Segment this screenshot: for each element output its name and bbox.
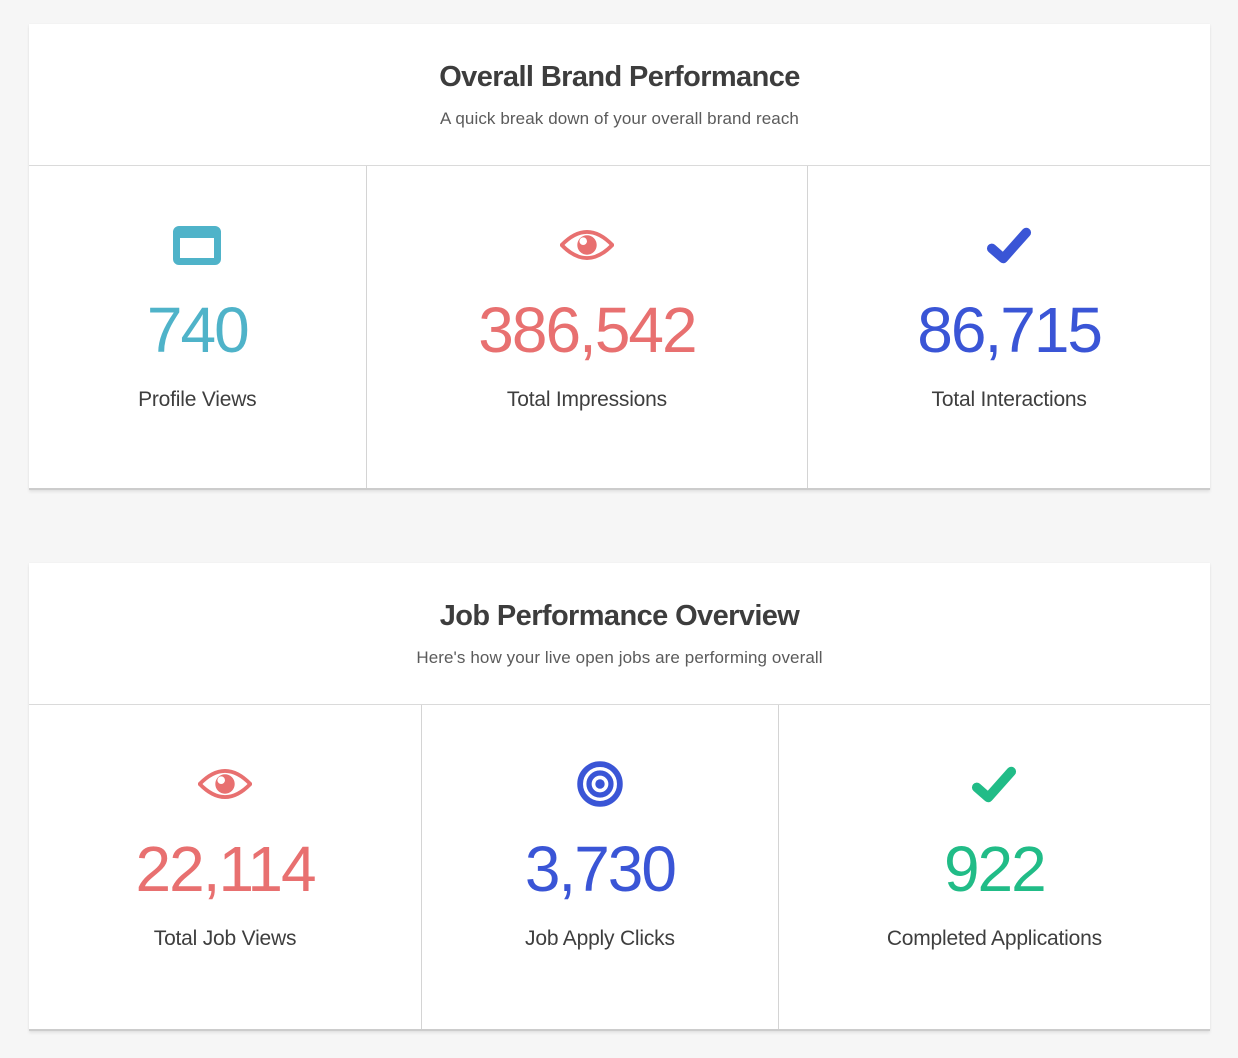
card-subtitle: A quick break down of your overall brand… [440,108,799,128]
card-title: Overall Brand Performance [439,60,800,93]
stats-row: 740 Profile Views 386,542 Total Impressi… [29,166,1210,488]
stat-profile-views: 740 Profile Views [29,166,366,488]
stat-value: 740 [146,294,250,366]
stat-job-apply-clicks: 3,730 Job Apply Clicks [421,705,778,1029]
overall-brand-performance-card: Overall Brand Performance A quick break … [29,24,1210,490]
eye-icon [198,761,253,807]
checkmark-icon [986,222,1032,268]
stat-value: 386,542 [478,294,697,366]
checkmark-icon [971,761,1017,807]
stat-value: 22,114 [135,833,317,905]
card-header: Overall Brand Performance A quick break … [29,24,1210,166]
stat-total-job-views: 22,114 Total Job Views [29,705,421,1029]
card-title: Job Performance Overview [439,599,800,632]
stat-value: 3,730 [524,833,677,905]
stat-label: Total Job Views [153,927,297,950]
stat-label: Profile Views [138,388,257,411]
bullseye-icon [577,761,623,807]
stat-completed-applications: 922 Completed Applications [777,705,1210,1029]
eye-icon [559,222,614,268]
stat-label: Total Impressions [506,388,667,411]
card-header: Job Performance Overview Here's how your… [29,563,1210,705]
job-performance-overview-card: Job Performance Overview Here's how your… [29,563,1210,1031]
browser-window-icon [173,222,222,268]
stat-value: 86,715 [917,294,1103,366]
stat-value: 922 [943,833,1047,905]
stat-total-interactions: 86,715 Total Interactions [807,166,1210,488]
stat-label: Job Apply Clicks [525,927,675,950]
stat-total-impressions: 386,542 Total Impressions [365,166,808,488]
stat-label: Completed Applications [886,927,1102,950]
card-subtitle: Here's how your live open jobs are perfo… [416,647,823,667]
stats-row: 22,114 Total Job Views 3,730 Job Apply C… [29,705,1210,1029]
stat-label: Total Interactions [931,388,1087,411]
